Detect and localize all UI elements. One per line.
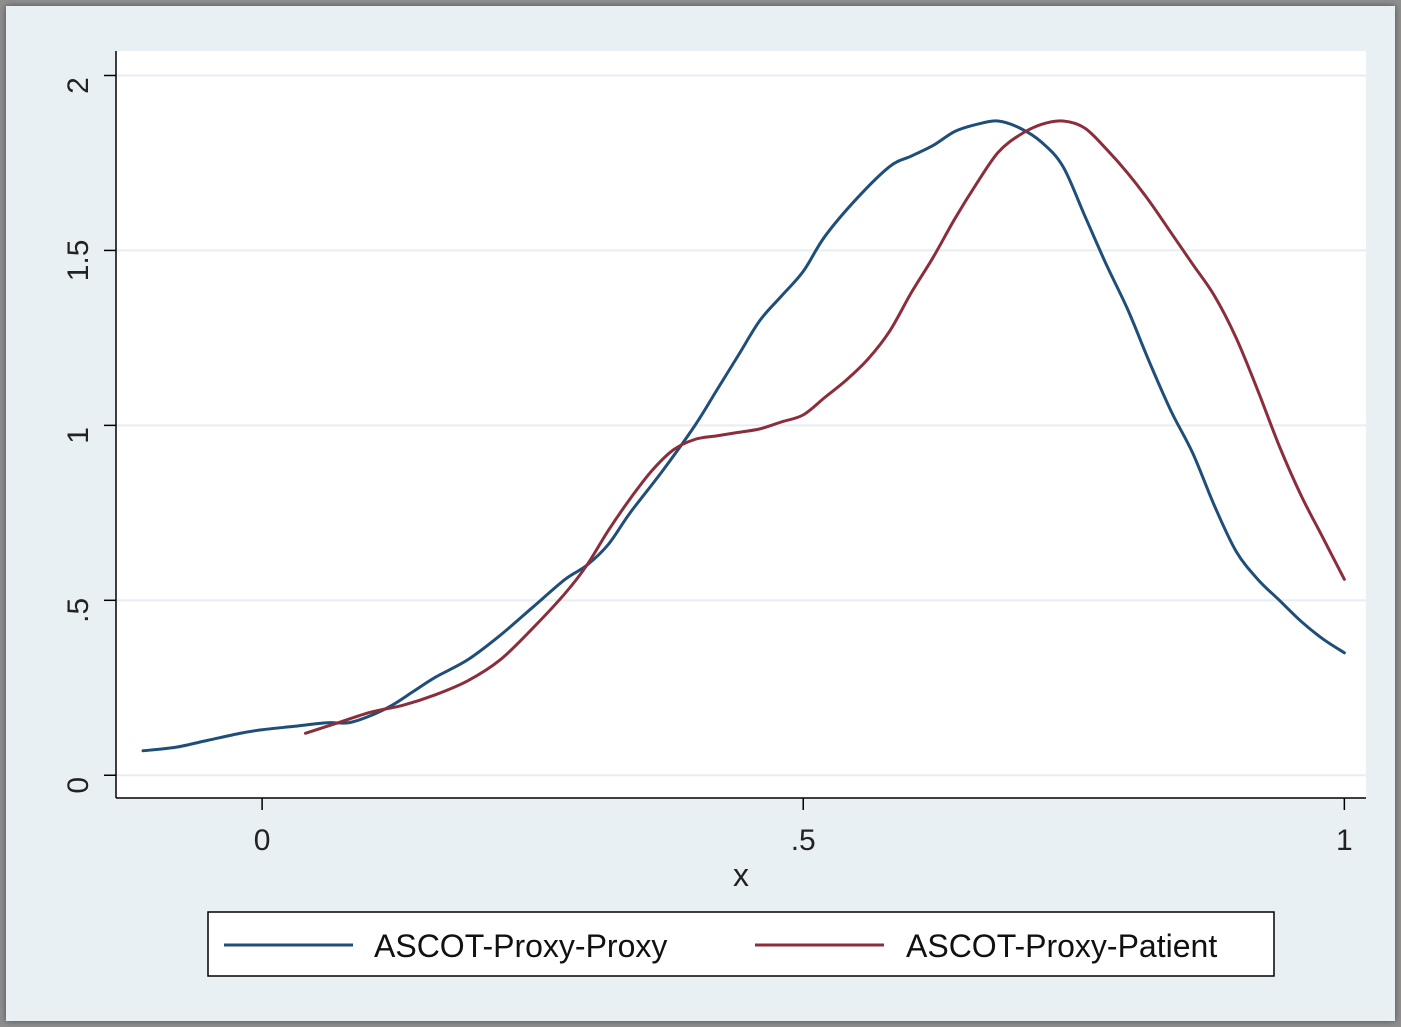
grid-lines [116,74,1366,777]
y-tick-label-1: .5 [62,598,95,623]
x-tick-label-1: .5 [791,824,816,857]
legend-box [207,911,1275,977]
tick-marks: 0 .5 1 1.5 2 0 .5 1 [62,74,1353,857]
x-tick-label-0: 0 [254,824,271,857]
density-chart: 0 .5 1 1.5 2 0 .5 1 x ASCOT-Proxy-Proxy ASCOT-P… [62,51,1366,977]
x-tick-label-2: 1 [1336,824,1353,857]
axes [115,51,1366,799]
y-tick-label-4: 2 [62,77,95,94]
y-tick-label-3: 1.5 [62,240,95,282]
chart-frame: 0 .5 1 1.5 2 0 .5 1 x ASCOT-Proxy-Proxy ASCOT-P… [6,6,1395,1021]
x-axis-title: x [733,857,749,893]
series-line-patient [303,119,1346,735]
series-lines [141,119,1346,753]
legend-label-proxy: ASCOT-Proxy-Proxy [374,928,667,964]
legend-label-patient: ASCOT-Proxy-Patient [906,928,1217,964]
series-line-proxy [141,119,1346,753]
legend: ASCOT-Proxy-Proxy ASCOT-Proxy-Patient [207,911,1275,977]
y-tick-label-2: 1 [62,427,95,444]
y-tick-label-0: 0 [62,777,95,794]
